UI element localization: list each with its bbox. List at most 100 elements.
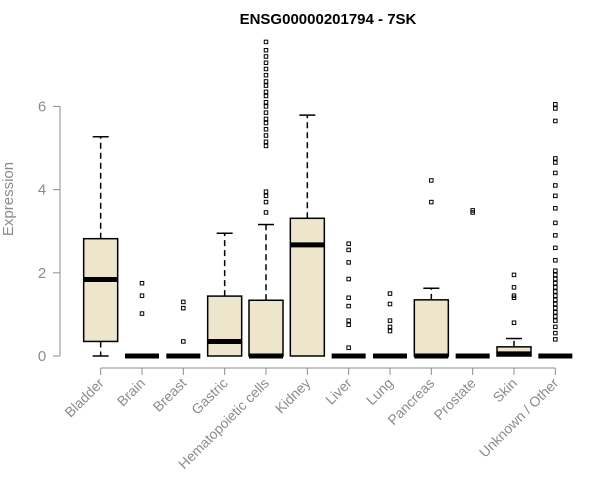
x-tick-label: Liver <box>322 375 355 408</box>
outlier-point <box>553 318 558 323</box>
outlier-point <box>553 258 558 263</box>
outlier-point <box>511 285 517 290</box>
outlier-point <box>263 89 269 95</box>
x-tick-label: Breast <box>150 375 190 415</box>
outlier-point <box>263 193 269 199</box>
outlier-point <box>553 337 558 342</box>
outlier-point <box>181 299 186 305</box>
outlier-point <box>553 314 558 319</box>
outlier-point <box>263 72 269 78</box>
outlier-point <box>553 305 558 311</box>
outlier-point <box>263 79 269 84</box>
y-axis: 0 2 4 6 <box>38 98 61 365</box>
outlier-point <box>429 199 434 205</box>
iqr-box <box>289 217 326 357</box>
box-hematopoietic-cells <box>248 39 284 359</box>
outlier-point <box>511 320 517 325</box>
x-tick-label: Prostate <box>431 375 479 423</box>
outlier-point <box>263 143 269 149</box>
outlier-point <box>553 310 558 315</box>
y-tick-label: 4 <box>38 182 46 199</box>
box-skin <box>496 272 532 357</box>
box-gastric <box>206 232 243 357</box>
outlier-point <box>553 297 558 303</box>
x-tick-label: Lung <box>363 375 396 408</box>
iqr-box <box>413 299 450 357</box>
box-brain <box>125 280 159 359</box>
x-tick-label: Kidney <box>272 375 314 417</box>
outlier-point <box>263 210 269 215</box>
outlier-point <box>346 260 351 265</box>
outlier-point <box>387 328 393 334</box>
chart-title: ENSG00000201794 - 7SK <box>240 11 417 28</box>
outlier-point <box>263 189 269 194</box>
box-unknown-other <box>538 102 573 359</box>
outlier-point <box>263 99 269 105</box>
outlier-point <box>263 54 269 59</box>
outlier-point <box>346 303 351 309</box>
y-tick-label: 0 <box>38 348 46 365</box>
outlier-point <box>181 305 186 311</box>
outlier-point <box>553 245 558 251</box>
box-lung <box>373 291 407 359</box>
outlier-point <box>553 280 558 286</box>
outlier-point <box>263 60 269 65</box>
outlier-point <box>553 193 558 199</box>
x-tick-label: Skin <box>490 375 521 406</box>
outlier-point <box>553 285 558 290</box>
outlier-point <box>346 295 351 301</box>
outlier-point <box>263 120 269 126</box>
outlier-point <box>553 268 558 273</box>
box-prostate <box>455 208 490 359</box>
outlier-point <box>553 106 558 111</box>
outlier-point <box>346 322 351 328</box>
outlier-point <box>387 291 393 296</box>
iqr-box <box>248 299 284 357</box>
outlier-point <box>553 220 558 226</box>
outlier-point <box>263 39 269 45</box>
outlier-point <box>139 293 145 298</box>
outlier-point <box>263 133 269 138</box>
outlier-point <box>263 83 269 88</box>
outlier-point <box>181 339 186 344</box>
outlier-point <box>553 324 558 330</box>
outlier-point <box>511 293 517 298</box>
x-tick-label: Bladder <box>61 375 107 421</box>
outlier-point <box>263 104 269 109</box>
outlier-point <box>553 102 558 107</box>
outlier-point <box>553 330 558 336</box>
outlier-point <box>346 241 351 246</box>
outlier-point <box>553 170 558 176</box>
outlier-point <box>263 47 269 53</box>
outlier-point <box>553 293 558 298</box>
outlier-point <box>263 66 269 72</box>
outlier-point <box>387 301 393 307</box>
outlier-point <box>429 178 434 183</box>
outlier-point <box>346 345 351 350</box>
outlier-point <box>346 276 351 282</box>
y-tick-label: 6 <box>38 98 46 115</box>
outlier-point <box>263 93 269 99</box>
outlier-point <box>553 118 558 124</box>
outlier-point <box>553 156 558 161</box>
box-breast <box>166 299 201 359</box>
outlier-point <box>346 318 351 323</box>
outlier-point <box>553 233 558 238</box>
outlier-point <box>553 160 558 165</box>
box-pancreas <box>413 178 450 359</box>
outlier-point <box>553 183 558 188</box>
outlier-point <box>553 206 558 211</box>
y-axis-label: Expression <box>0 162 17 236</box>
outlier-point <box>263 127 269 132</box>
outlier-point <box>139 280 145 286</box>
y-tick-label: 2 <box>38 265 46 282</box>
outlier-point <box>553 276 558 282</box>
iqr-box <box>82 237 119 343</box>
box-series <box>82 39 573 359</box>
box-liver <box>331 241 366 359</box>
outlier-point <box>470 208 475 213</box>
outlier-point <box>387 324 393 330</box>
outlier-point <box>387 318 393 323</box>
